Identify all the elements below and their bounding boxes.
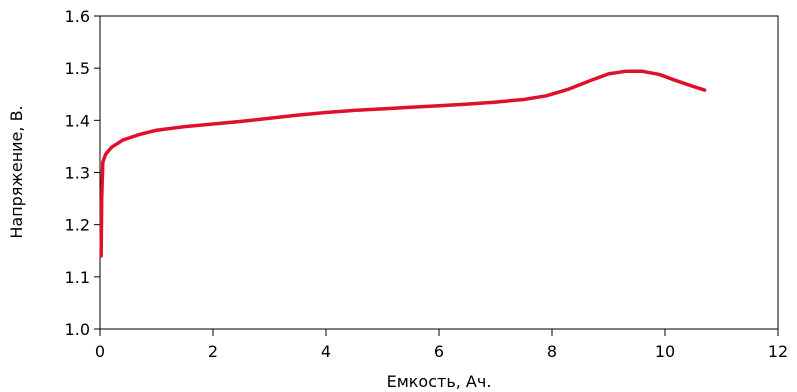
x-tick-label: 0 (95, 342, 105, 361)
y-axis-ticks: 1.0 1.1 1.2 1.3 1.4 1.5 1.6 (65, 7, 100, 339)
y-tick-label: 1.3 (65, 164, 90, 183)
x-tick-label: 12 (768, 342, 788, 361)
x-axis-label: Емкость, Ач. (387, 372, 492, 391)
y-axis-label: Напряжение, В. (7, 105, 26, 238)
x-tick-label: 6 (434, 342, 444, 361)
series-layer (99, 69, 707, 258)
y-tick-label: 1.2 (65, 216, 90, 235)
y-tick-label: 1.6 (65, 7, 90, 26)
y-tick-label: 1.5 (65, 59, 90, 78)
voltage-series-line (99, 69, 707, 258)
y-tick-label: 1.1 (65, 268, 90, 287)
x-tick-label: 4 (321, 342, 331, 361)
plot-frame (99, 15, 779, 330)
y-tick-label: 1.0 (65, 320, 90, 339)
x-axis-ticks: 0 2 4 6 8 10 12 (95, 329, 788, 361)
x-tick-label: 10 (655, 342, 675, 361)
x-tick-label: 2 (208, 342, 218, 361)
x-tick-label: 8 (547, 342, 557, 361)
y-tick-label: 1.4 (65, 111, 90, 130)
